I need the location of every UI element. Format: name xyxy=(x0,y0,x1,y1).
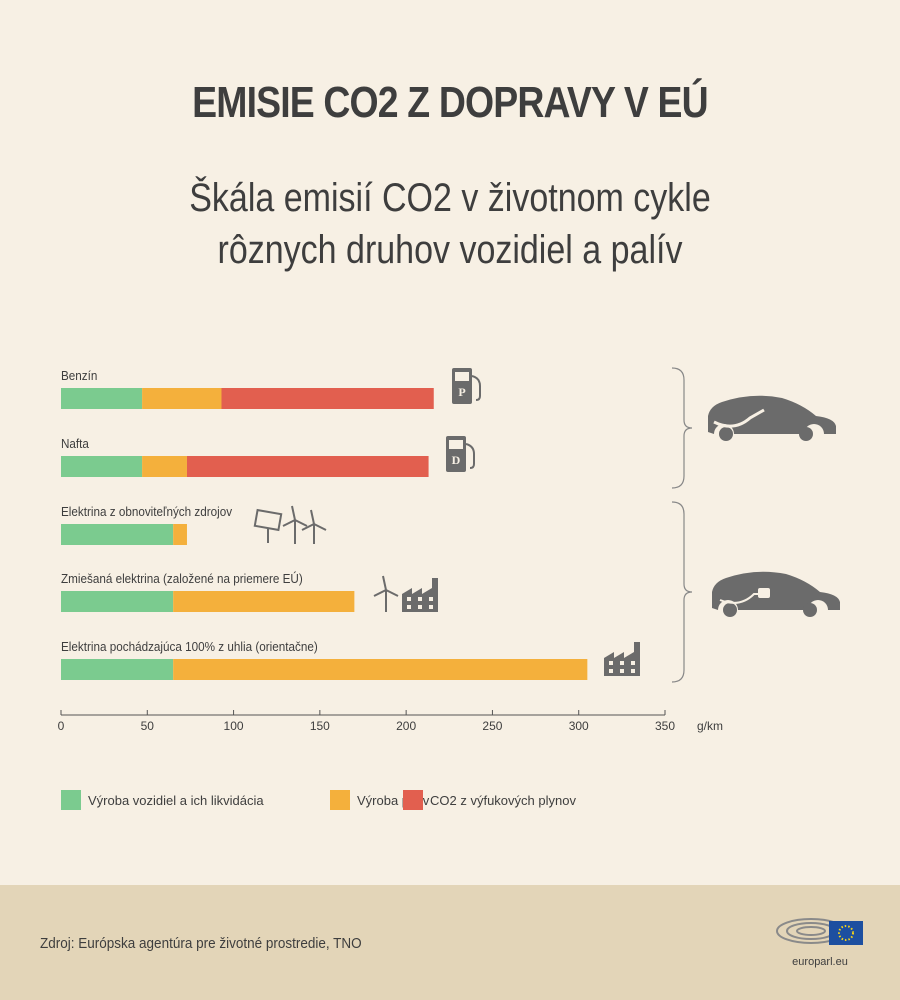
pump-hose xyxy=(471,375,481,401)
pump-gauge xyxy=(449,440,463,449)
europarl-logo: europarl.eu xyxy=(775,907,865,968)
car-wheel xyxy=(719,427,733,441)
bar-segment xyxy=(61,388,143,409)
legend-swatch xyxy=(61,790,81,810)
fuel-pump-diesel-icon: D xyxy=(446,436,475,472)
electric-group-brace xyxy=(671,501,693,683)
bar-segment xyxy=(61,524,174,545)
category-label: Elektrina z obnoviteľných zdrojov xyxy=(61,504,233,519)
footer: Zdroj: Európska agentúra pre životné pro… xyxy=(0,885,900,1000)
emissions-chart: Benzín Nafta Elektrina z obnoviteľných zdr… xyxy=(58,367,840,810)
legend-swatch xyxy=(330,790,350,810)
x-tick-label: 350 xyxy=(655,719,675,733)
pump-gauge xyxy=(455,372,469,381)
factory-window xyxy=(609,661,613,665)
factory-window xyxy=(407,597,411,601)
bar-segment xyxy=(142,388,222,409)
x-tick-label: 250 xyxy=(482,719,502,733)
bar-segment xyxy=(186,456,429,477)
x-tick-label: 150 xyxy=(310,719,330,733)
factory-window xyxy=(407,605,411,609)
bar-segment xyxy=(173,524,187,545)
pump-hose xyxy=(465,443,475,469)
legend-label: CO2 z výfukových plynov xyxy=(430,793,576,808)
category-label: Zmiešaná elektrina (založené na priemere… xyxy=(61,570,303,586)
x-tick-label: 50 xyxy=(141,719,155,733)
bar-segment xyxy=(173,659,588,680)
wind-factory-icon xyxy=(373,575,438,612)
factory-shape xyxy=(402,578,438,612)
factory-window xyxy=(620,661,624,665)
factory-window xyxy=(609,669,613,673)
factory-window xyxy=(620,669,624,673)
category-label: Nafta xyxy=(61,436,89,451)
bar-segment xyxy=(142,456,187,477)
factory-window xyxy=(418,597,422,601)
factory-window xyxy=(429,605,433,609)
subtitle-line-1: Škála emisií CO2 v životnom cykle xyxy=(189,176,711,220)
legend-swatch xyxy=(403,790,423,810)
solar-wind-icon xyxy=(253,505,327,544)
bar-segment xyxy=(61,456,143,477)
fuel-pump-petrol-icon: P xyxy=(452,368,481,404)
x-tick-label: 100 xyxy=(224,719,244,733)
page-title: EMISIE CO2 Z DOPRAVY V EÚ xyxy=(192,78,708,127)
solar-panel xyxy=(253,508,283,532)
logo-text: europarl.eu xyxy=(792,956,848,968)
page-subtitle: Škála emisií CO2 v životnom cykle rôznyc… xyxy=(68,172,833,276)
electric-car-icon xyxy=(712,571,840,617)
fuel-group-brace xyxy=(671,367,693,489)
x-tick-label: 300 xyxy=(569,719,589,733)
fuel-car-icon xyxy=(708,395,836,441)
turbine-blades xyxy=(301,509,327,531)
car-wheel xyxy=(803,603,817,617)
category-label: Elektrina pochádzajúca 100% z uhlia (ori… xyxy=(61,639,318,654)
plug-head xyxy=(758,588,770,598)
source-text: Zdroj: Európska agentúra pre životné pro… xyxy=(40,935,362,952)
plug-cord xyxy=(719,593,760,604)
bar-segment xyxy=(61,659,174,680)
factory-window xyxy=(429,597,433,601)
bar-segment xyxy=(221,388,434,409)
x-unit-label: g/km xyxy=(697,719,723,733)
bar-segment xyxy=(173,591,355,612)
factory-window xyxy=(418,605,422,609)
factory-icon xyxy=(604,642,640,676)
pump-letter: P xyxy=(458,385,465,399)
parliament-logo-icon xyxy=(776,918,863,945)
factory-window xyxy=(631,669,635,673)
factory-window xyxy=(631,661,635,665)
fuel-nozzle xyxy=(713,408,765,428)
car-wheel xyxy=(723,603,737,617)
x-tick-label: 200 xyxy=(396,719,416,733)
car-wheel xyxy=(799,427,813,441)
factory-shape xyxy=(604,642,640,676)
x-tick-label: 0 xyxy=(58,719,65,733)
turbine-blades xyxy=(373,575,399,597)
category-label: Benzín xyxy=(61,368,98,383)
bar-segment xyxy=(61,591,174,612)
legend-label: Výroba vozidiel a ich likvidácia xyxy=(88,793,264,808)
pump-letter: D xyxy=(452,453,461,467)
subtitle-line-2: rôznych druhov vozidiel a palív xyxy=(217,228,683,272)
turbine-blades xyxy=(282,505,308,527)
